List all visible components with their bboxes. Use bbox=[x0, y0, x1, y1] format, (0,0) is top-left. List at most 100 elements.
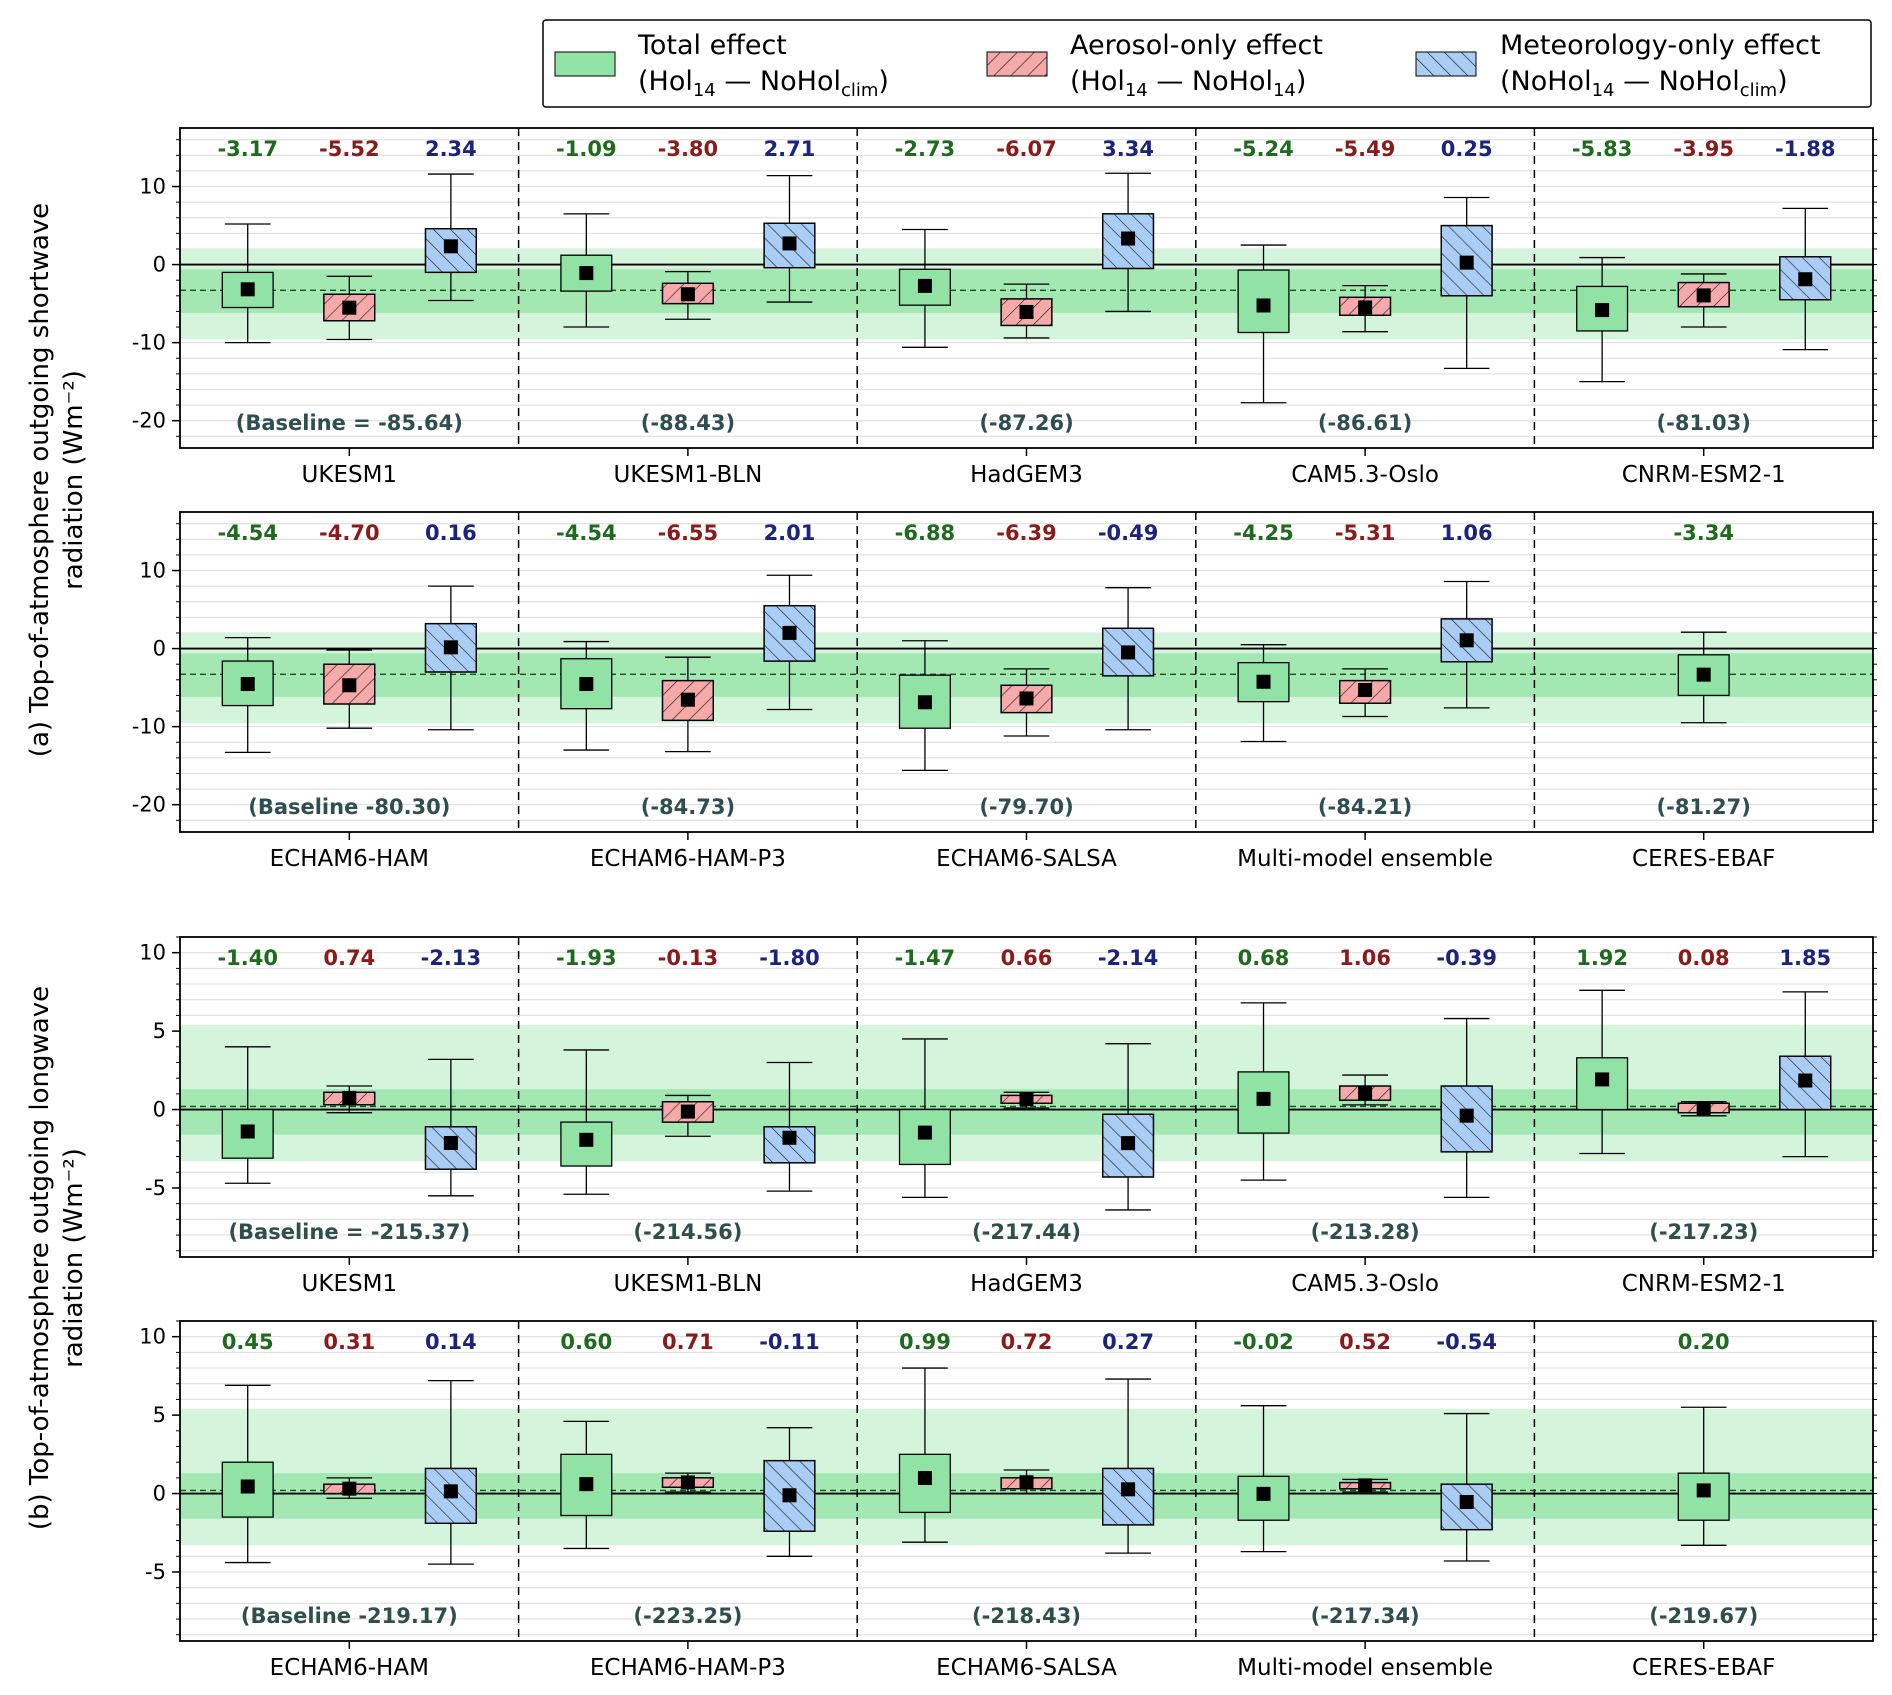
baseline-label: (-79.70) bbox=[979, 795, 1073, 819]
met-value-label: 3.34 bbox=[1102, 137, 1154, 161]
ytick-label: 10 bbox=[139, 1325, 166, 1349]
legend-label-met-line1: Meteorology-only effect bbox=[1500, 30, 1821, 61]
total-median-marker bbox=[1595, 1072, 1610, 1087]
model-group: CAM5.3-Oslo (-86.61) -5.24 -5.49 0.25 bbox=[1233, 137, 1493, 488]
aerosol-median-marker bbox=[1696, 1101, 1711, 1116]
model-group: UKESM1-BLN (-88.43) -1.09 -3.80 2.71 bbox=[556, 137, 816, 488]
baseline-label: (-217.44) bbox=[972, 1220, 1081, 1244]
met-value-label: -2.14 bbox=[1098, 946, 1159, 970]
model-group: Multi-model ensemble (-84.21) -4.25 -5.31 1.… bbox=[1233, 521, 1493, 872]
met-median-marker bbox=[782, 625, 797, 640]
aerosol-median-marker bbox=[1358, 1085, 1373, 1100]
model-label: ECHAM6-HAM bbox=[270, 846, 429, 872]
total-median-marker bbox=[579, 677, 594, 692]
legend-total-sub-b: clim bbox=[841, 80, 878, 101]
legend-label-total-line1: Total effect bbox=[637, 30, 787, 61]
met-median-marker bbox=[782, 236, 797, 251]
met-value-label: 0.25 bbox=[1441, 137, 1493, 161]
met-median-marker bbox=[443, 1135, 458, 1150]
baseline-label: (-219.67) bbox=[1649, 1604, 1758, 1628]
total-box bbox=[1576, 285, 1629, 332]
model-label: CERES-EBAF bbox=[1632, 1655, 1775, 1681]
total-median-marker bbox=[1256, 674, 1271, 689]
total-median-marker bbox=[240, 1479, 255, 1494]
legend: Total effect (Hol14 — NoHolclim) Aerosol… bbox=[542, 19, 1872, 108]
aerosol-value-label: 0.74 bbox=[323, 946, 375, 970]
total-median-marker bbox=[917, 1471, 932, 1486]
total-median-marker bbox=[579, 1477, 594, 1492]
met-median-marker bbox=[782, 1130, 797, 1145]
baseline-label: (Baseline = -215.37) bbox=[228, 1220, 470, 1244]
baseline-label: (-81.03) bbox=[1657, 411, 1751, 435]
total-value-label: 0.60 bbox=[560, 1330, 612, 1354]
aerosol-median-marker bbox=[680, 692, 695, 707]
met-value-label: -1.88 bbox=[1775, 137, 1836, 161]
ylabel-a: (a) Top-of-atmosphere outgoing shortwave… bbox=[25, 203, 89, 757]
total-median-marker bbox=[579, 1132, 594, 1147]
met-median-marker bbox=[1798, 1073, 1813, 1088]
legend-label-aerosol-line2: (Hol14 — NoHol14) bbox=[1070, 66, 1306, 101]
total-value-label: -5.24 bbox=[1233, 137, 1294, 161]
total-value-label: -0.02 bbox=[1233, 1330, 1294, 1354]
aerosol-value-label: -6.07 bbox=[996, 137, 1057, 161]
met-value-label: 1.06 bbox=[1441, 521, 1493, 545]
baseline-label: (Baseline -219.17) bbox=[241, 1604, 458, 1628]
aerosol-median-marker bbox=[1358, 683, 1373, 698]
panel-a-top: 10 0 -10 -20 UKESM1 (Baseline = -85.64) -3.17 -… bbox=[132, 127, 1877, 488]
model-group: CERES-EBAF (-219.67) 0.20 bbox=[1632, 1330, 1775, 1681]
aerosol-median-marker bbox=[1019, 1475, 1034, 1490]
total-value-label: -1.40 bbox=[217, 946, 278, 970]
model-group: CNRM-ESM2-1 (-81.03) -5.83 -3.95 -1.88 bbox=[1572, 137, 1836, 488]
aerosol-median-marker bbox=[1019, 691, 1034, 706]
baseline-label: (-214.56) bbox=[633, 1220, 742, 1244]
met-median-marker bbox=[1459, 1108, 1474, 1123]
legend-item-aerosol: Aerosol-only effect (Hol14 — NoHol14) bbox=[986, 30, 1323, 101]
total-value-label: 0.45 bbox=[222, 1330, 274, 1354]
total-median-marker bbox=[1595, 303, 1610, 318]
model-label: HadGEM3 bbox=[970, 462, 1083, 488]
aerosol-value-label: 0.52 bbox=[1339, 1330, 1391, 1354]
aerosol-value-label: -5.49 bbox=[1335, 137, 1396, 161]
model-label: UKESM1 bbox=[302, 462, 398, 488]
aerosol-value-label: 0.71 bbox=[662, 1330, 714, 1354]
model-group: CAM5.3-Oslo (-213.28) 0.68 1.06 -0.39 bbox=[1237, 946, 1497, 1297]
model-group: CERES-EBAF (-81.27) -3.34 bbox=[1632, 521, 1775, 872]
aerosol-median-marker bbox=[342, 678, 357, 693]
model-group: UKESM1 (Baseline = -215.37) -1.40 0.74 -2.13 bbox=[217, 946, 481, 1297]
baseline-label: (Baseline -80.30) bbox=[248, 795, 450, 819]
ytick-label: -20 bbox=[132, 409, 166, 433]
total-median-marker bbox=[1256, 1091, 1271, 1106]
met-median-marker bbox=[443, 640, 458, 655]
total-value-label: 0.20 bbox=[1678, 1330, 1730, 1354]
model-label: ECHAM6-SALSA bbox=[936, 1655, 1117, 1681]
model-label: ECHAM6-HAM-P3 bbox=[590, 1655, 786, 1681]
model-group: UKESM1-BLN (-214.56) -1.93 -0.13 -1.80 bbox=[556, 946, 820, 1297]
met-value-label: 2.34 bbox=[425, 137, 477, 161]
model-group: ECHAM6-HAM (Baseline -80.30) -4.54 -4.70 0.1… bbox=[217, 521, 477, 872]
total-value-label: -6.88 bbox=[895, 521, 956, 545]
model-label: CERES-EBAF bbox=[1632, 846, 1775, 872]
aerosol-median-marker bbox=[1019, 304, 1034, 319]
aerosol-box-hatch bbox=[661, 679, 714, 722]
aerosol-median-marker bbox=[1696, 288, 1711, 303]
met-value-label: -0.49 bbox=[1098, 521, 1159, 545]
total-median-marker bbox=[917, 278, 932, 293]
model-group: HadGEM3 (-217.44) -1.47 0.66 -2.14 bbox=[895, 946, 1159, 1297]
met-median-marker bbox=[443, 1484, 458, 1499]
model-label: CAM5.3-Oslo bbox=[1291, 462, 1439, 488]
met-value-label: -0.11 bbox=[759, 1330, 820, 1354]
ytick-label: 5 bbox=[153, 1403, 166, 1427]
total-value-label: -3.34 bbox=[1673, 521, 1734, 545]
total-value-label: -2.73 bbox=[895, 137, 956, 161]
baseline-label: (-87.26) bbox=[979, 411, 1073, 435]
baseline-label: (-213.28) bbox=[1311, 1220, 1420, 1244]
met-median-marker bbox=[782, 1488, 797, 1503]
ylabel-a-line2: radiation (Wm⁻²) bbox=[59, 370, 89, 590]
aerosol-median-marker bbox=[680, 287, 695, 302]
met-value-label: 2.71 bbox=[764, 137, 816, 161]
aerosol-value-label: 0.66 bbox=[1001, 946, 1053, 970]
aerosol-median-marker bbox=[342, 300, 357, 315]
aerosol-median-marker bbox=[680, 1104, 695, 1119]
met-median-marker bbox=[443, 239, 458, 254]
baseline-label: (-81.27) bbox=[1657, 795, 1751, 819]
